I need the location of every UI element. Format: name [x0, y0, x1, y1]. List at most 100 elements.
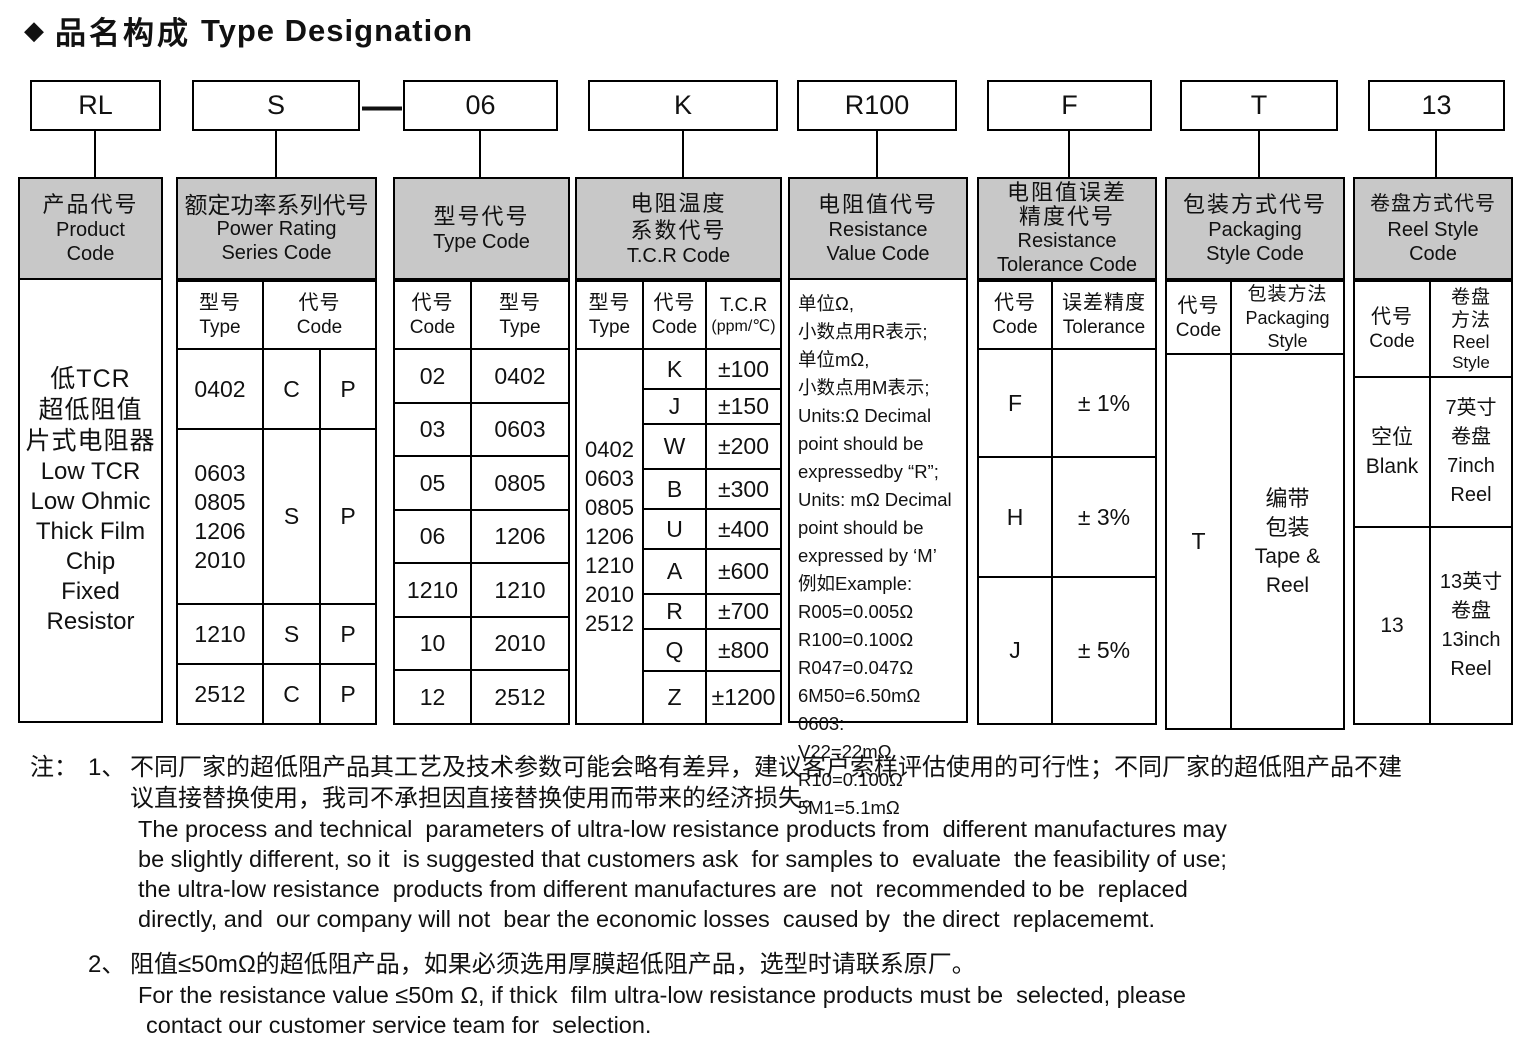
style-line: Reel: [1450, 657, 1492, 680]
label: Type: [588, 317, 631, 338]
value-note-line: point should be: [798, 433, 924, 454]
tolerance-header: 电阻值误差 精度代号 Resistance Tolerance Code: [977, 177, 1157, 282]
header-en: Type Code: [433, 231, 530, 253]
code-cell: C: [262, 663, 321, 725]
label: Style: [1267, 331, 1308, 351]
type-line: 0603: [194, 459, 246, 486]
product-line: 低TCR: [50, 365, 131, 393]
tcr-cell: ±400: [705, 508, 782, 550]
connector-line: [275, 131, 277, 178]
code-cell: Z: [642, 670, 707, 725]
header-cn: 电阻值代号: [817, 192, 938, 217]
style-line: Reel: [1265, 573, 1310, 597]
type-line: 0805: [585, 495, 634, 520]
header-en: Product: [56, 219, 125, 241]
page-title-en: Type Designation: [201, 12, 474, 48]
col-header-tolerance: 误差精度 Tolerance: [1051, 280, 1157, 350]
packaging-column: 包装方式代号 Packaging Style Code 代号 Code 包装方法…: [1165, 177, 1345, 730]
page-title: ◆ 品名构成 Type Designation: [24, 8, 473, 53]
code-cell: T: [1165, 353, 1232, 730]
code-cell: 06: [393, 509, 472, 564]
type-line: 0805: [194, 488, 246, 515]
product-code-header: 产品代号 Product Code: [18, 177, 163, 282]
resistance-value-body: 单位Ω, 小数点用R表示; 单位mΩ, 小数点用M表示; Units:Ω Dec…: [788, 280, 968, 818]
note-text: 不同厂家的超低阻产品其工艺及技术参数可能会略有差异，建议客户索样评估使用的可行性…: [130, 752, 1530, 934]
tolerance-cell: ± 3%: [1051, 456, 1157, 578]
part-segment-box-power: S: [192, 80, 360, 131]
code-cell: 空位 Blank: [1353, 376, 1431, 528]
header-en: Value Code: [826, 243, 930, 265]
packaging-header: 包装方式代号 Packaging Style Code: [1165, 177, 1345, 282]
col-header-code: 代号 Code: [1353, 280, 1431, 378]
col-header-code: 代号 Code: [393, 280, 472, 350]
type-line: 0603: [585, 466, 634, 491]
type-cell: 0805: [470, 455, 570, 511]
style-line: 卷盘: [1451, 426, 1491, 448]
connector-line: [1068, 131, 1070, 178]
style-line: Tape &: [1254, 544, 1321, 568]
label: 型号: [499, 292, 541, 314]
type-line: 2010: [585, 582, 634, 607]
style-line: 13英寸: [1439, 570, 1503, 593]
tolerance-cell: ± 1%: [1051, 348, 1157, 458]
code-cell: 12: [393, 669, 472, 725]
label: Style: [1452, 352, 1490, 372]
label: Code: [296, 317, 343, 338]
label: Type: [499, 317, 541, 338]
tcr-cell: ±600: [705, 548, 782, 595]
product-line: Thick Film: [35, 518, 146, 545]
label: Type: [199, 317, 241, 338]
type-line: 1206: [585, 524, 634, 549]
label: 方法: [1450, 309, 1491, 331]
tolerance-cell: ± 5%: [1051, 576, 1157, 725]
reel-column: 卷盘方式代号 Reel Style Code 代号 Code 卷盘 方法 Ree…: [1353, 177, 1513, 725]
tcr-cell: ±1200: [705, 670, 782, 725]
type-cell: 1210: [176, 603, 264, 665]
tcr-cell: ±150: [705, 388, 782, 425]
type-line: 2010: [194, 546, 246, 573]
value-note-line: 0603:: [798, 713, 845, 734]
label: Code: [409, 317, 456, 338]
header-cn: 型号代号: [433, 204, 530, 229]
header-en: Code: [66, 243, 115, 265]
note-text: 阻值≤50mΩ的超低阻产品，如果必须选用厚膜超低阻产品，选型时请联系原厂。 Fo…: [130, 949, 1530, 1040]
connector-line: [1258, 131, 1260, 178]
product-code-column: 产品代号 Product Code 低TCR 超低阻值 片式电阻器 Low TC…: [18, 177, 163, 723]
style-cell: 13英寸 卷盘 13inch Reel: [1429, 526, 1513, 725]
type-cell: 0603 0805 1206 2010: [176, 428, 264, 605]
value-note-line: 单位Ω,: [798, 293, 854, 314]
label: Code: [651, 317, 698, 338]
value-note-line: R100=0.100Ω: [798, 629, 914, 650]
style-cell: 编带 包装 Tape & Reel: [1230, 353, 1345, 730]
connector-line: [94, 131, 96, 178]
header-en: Style Code: [1206, 243, 1304, 265]
dash-separator: —: [362, 83, 402, 128]
product-line: Low Ohmic: [30, 488, 151, 515]
header-cn: 产品代号: [42, 192, 139, 217]
label: (ppm/℃): [711, 317, 776, 335]
code-cell: Q: [642, 628, 707, 672]
style-line: 卷盘: [1451, 599, 1491, 622]
code-cell: P: [319, 603, 377, 665]
value-note-line: point should be: [798, 517, 924, 538]
page-title-cn: 品名构成: [55, 16, 191, 51]
label: T.C.R: [719, 294, 768, 316]
value-note-line: 6M50=6.50mΩ: [798, 685, 921, 706]
code-cell: P: [319, 428, 377, 605]
note-2: 2、 阻值≤50mΩ的超低阻产品，如果必须选用厚膜超低阻产品，选型时请联系原厂。…: [30, 949, 1530, 1040]
code-cell: J: [977, 576, 1053, 725]
connector-line: [682, 131, 684, 178]
col-header-type: 型号 Type: [470, 280, 570, 350]
label: Code: [992, 317, 1038, 338]
type-line: 0402: [585, 437, 634, 462]
type-line: 2512: [585, 611, 634, 636]
type-code-header: 型号代号 Type Code: [393, 177, 570, 282]
type-cell: 2512: [176, 663, 264, 725]
type-cell: 0402: [176, 348, 264, 430]
note-line: 阻值≤50mΩ的超低阻产品，如果必须选用厚膜超低阻产品，选型时请联系原厂。: [130, 951, 976, 978]
note-line: The process and technical parameters of …: [138, 816, 1227, 842]
value-note-line: Units: mΩ Decimal: [798, 489, 952, 510]
col-header-style: 卷盘 方法 Reel Style: [1429, 280, 1513, 378]
tcr-code-column: 电阻温度 系数代号 T.C.R Code 型号 Type 代号 Code T.C…: [575, 177, 782, 725]
